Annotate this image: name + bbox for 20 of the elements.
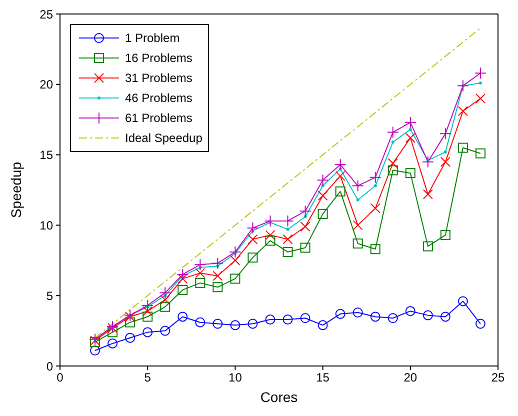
y-tick-label: 20 [40, 78, 54, 92]
legend-label: 61 Problems [125, 110, 192, 127]
y-tick-label: 25 [40, 7, 54, 22]
x-tick-label: 20 [404, 370, 418, 385]
legend-label: Ideal Speedup [125, 130, 202, 147]
x-tick-label: 0 [56, 370, 64, 385]
x-tick-label: 5 [144, 370, 152, 385]
legend-label: 46 Problems [125, 90, 192, 107]
y-axis-title: Speedup [8, 162, 24, 218]
legend-label: 1 Problem [125, 30, 180, 47]
x-tick-label: 15 [316, 370, 330, 385]
x-axis-title: Cores [260, 389, 298, 405]
legend-label: 16 Problems [125, 50, 192, 67]
y-tick-label: 15 [40, 148, 54, 162]
y-tick-label: 10 [40, 218, 54, 232]
x-tick-label: 25 [491, 370, 505, 385]
y-tick-label: 5 [46, 288, 54, 303]
legend-label: 31 Problems [125, 70, 192, 87]
y-tick-label: 0 [46, 359, 54, 374]
x-tick-label: 10 [228, 370, 242, 385]
